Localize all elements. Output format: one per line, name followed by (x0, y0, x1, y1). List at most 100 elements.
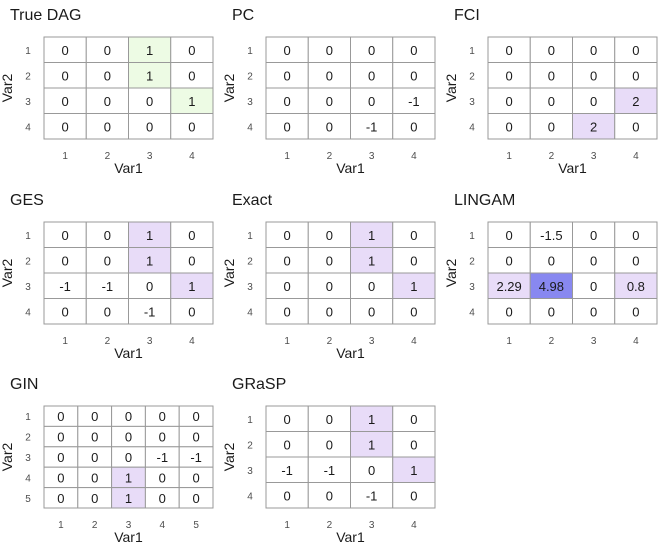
cell-value-label: 0 (410, 488, 417, 503)
x-tick-label: 1 (506, 336, 512, 347)
cell-value-label: 0 (368, 68, 375, 83)
cell-value-label: 0 (91, 430, 98, 445)
cell-value-label: 0 (326, 119, 333, 134)
heatmap-cell (392, 298, 436, 325)
cell-value-label: 0 (326, 94, 333, 109)
y-tick-label: 3 (25, 97, 31, 108)
heatmap-cell (85, 298, 129, 325)
heatmap-cell (85, 221, 129, 248)
x-tick-label: 5 (193, 520, 199, 531)
cell-value-label: 2.29 (496, 279, 521, 294)
cell-value-label: 1 (368, 228, 375, 243)
y-tick-label: 5 (25, 494, 31, 505)
cell-value-label: 0 (590, 94, 597, 109)
heatmap-cell (529, 87, 573, 114)
y-axis-label: Var2 (221, 259, 237, 288)
cell-value-label: -1 (408, 94, 420, 109)
heatmap-cell (307, 298, 351, 325)
heatmap-cell (265, 482, 309, 509)
heatmap-cell (392, 405, 436, 432)
cell-value-label: 0 (326, 488, 333, 503)
cell-value-label: 0 (590, 253, 597, 268)
heatmap-cell (487, 62, 531, 89)
cell-value-label: 0 (188, 228, 195, 243)
x-tick-label: 3 (369, 336, 375, 347)
cell-value-label: 0 (159, 470, 166, 485)
cell-value-label: 0 (62, 228, 69, 243)
cell-value-label: 0 (548, 304, 555, 319)
y-tick-label: 1 (25, 231, 31, 242)
cell-value-label: 0 (192, 409, 199, 424)
y-tick-label: 4 (469, 307, 475, 318)
y-tick-label: 4 (469, 122, 475, 133)
heatmap-cell (350, 298, 394, 325)
heatmap-cell (85, 113, 129, 140)
cell-value-label: 0 (62, 68, 69, 83)
y-tick-label: 1 (25, 46, 31, 57)
cell-value-label: 0 (506, 68, 513, 83)
heatmap-cell (529, 298, 573, 325)
cell-value-label: 0 (57, 470, 64, 485)
heatmap-cell (529, 113, 573, 140)
heatmap-cell (614, 36, 658, 63)
cell-value-label: 0 (284, 94, 291, 109)
cell-value-label: 0 (159, 491, 166, 506)
heatmap-cell (572, 272, 616, 299)
cell-value-label: 0 (91, 409, 98, 424)
cell-value-label: 1 (146, 228, 153, 243)
y-tick-label: 4 (25, 473, 31, 484)
panel-title: PC (232, 7, 254, 24)
cell-value-label: 0 (632, 253, 639, 268)
x-axis-label: Var1 (336, 345, 365, 361)
cell-value-label: 0 (326, 68, 333, 83)
heatmap-cell (170, 36, 214, 63)
cell-value-label: 0 (632, 119, 639, 134)
heatmap-cell (487, 298, 531, 325)
heatmap-cell (265, 36, 309, 63)
heatmap-cell (487, 247, 531, 274)
cell-value-label: 0 (368, 304, 375, 319)
x-tick-label: 4 (633, 151, 639, 162)
cell-value-label: 0 (57, 450, 64, 465)
cell-value-label: 0 (410, 68, 417, 83)
panel-title: True DAG (10, 7, 81, 24)
heatmap-cell (572, 247, 616, 274)
heatmap-cell (392, 113, 436, 140)
x-tick-label: 4 (160, 520, 166, 531)
panel-title: FCI (454, 7, 480, 24)
cell-value-label: 1 (410, 463, 417, 478)
x-tick-label: 1 (58, 520, 64, 531)
cell-value-label: 0 (57, 430, 64, 445)
x-tick-label: 2 (92, 520, 98, 531)
y-tick-label: 4 (247, 491, 253, 502)
heatmap-cell (350, 62, 394, 89)
cell-value-label: 0 (62, 43, 69, 58)
heatmap-cell (43, 113, 87, 140)
x-tick-label: 4 (633, 336, 639, 347)
y-axis-label: Var2 (0, 259, 15, 288)
heatmap-cell (614, 247, 658, 274)
heatmap-cell (392, 36, 436, 63)
heatmap-cell (487, 221, 531, 248)
cell-value-label: 0 (284, 412, 291, 427)
cell-value-label: 0 (91, 470, 98, 485)
heatmap-cell (614, 113, 658, 140)
y-tick-label: 4 (247, 307, 253, 318)
y-tick-label: 3 (247, 466, 253, 477)
panel-title: Exact (232, 192, 273, 209)
cell-value-label: 0 (159, 409, 166, 424)
y-tick-label: 3 (469, 97, 475, 108)
cell-value-label: 0 (146, 119, 153, 134)
cell-value-label: 0 (192, 491, 199, 506)
cell-value-label: 0 (410, 253, 417, 268)
y-tick-label: 2 (247, 440, 253, 451)
y-tick-label: 1 (247, 46, 253, 57)
heatmap-cell (487, 113, 531, 140)
cell-value-label: 0 (57, 409, 64, 424)
heatmap-cell (170, 87, 214, 114)
heatmap-panel: Exact 0 0 1 0 0 0 1 0 0 0 0 1 0 0 0 0 1 2 3 4 1 2 3 4 Var1 Var2 (221, 192, 436, 361)
cell-value-label: 0 (410, 43, 417, 58)
y-axis-label: Var2 (221, 74, 237, 103)
heatmap-cell (265, 113, 309, 140)
